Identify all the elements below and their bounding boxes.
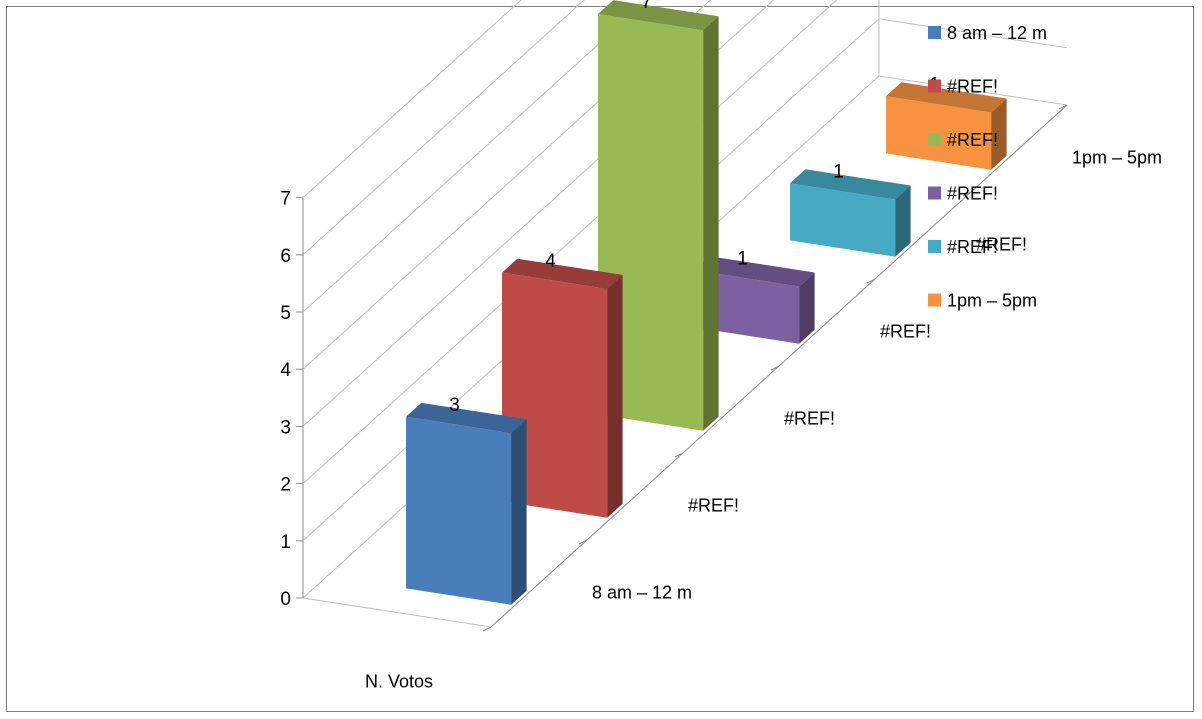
- bar-side: [703, 16, 719, 431]
- legend-swatch: [928, 293, 941, 307]
- legend-label: #REF!: [947, 130, 998, 150]
- legend-swatch: [928, 186, 941, 200]
- gridline: [302, 0, 775, 427]
- data-label: 1: [737, 248, 748, 269]
- bar-top: [790, 169, 911, 200]
- depth-tick: [578, 539, 588, 545]
- bar: [694, 256, 815, 344]
- bar-side: [607, 274, 623, 518]
- legend-label: #REF!: [947, 77, 998, 97]
- legend-item: #REF!: [928, 77, 998, 97]
- legend-label: #REF!: [947, 237, 998, 257]
- y-tick-label: 2: [280, 475, 291, 496]
- depth-tick: [674, 452, 684, 458]
- bar: [406, 402, 527, 605]
- depth-axis-label: #REF!: [784, 409, 835, 429]
- legend-item: #REF!: [928, 184, 998, 204]
- y-tick-label: 7: [280, 189, 291, 210]
- y-tick-label: 1: [280, 532, 291, 553]
- gridline: [302, 0, 649, 313]
- y-tick-label: 0: [280, 589, 291, 610]
- data-label: 4: [545, 251, 556, 272]
- legend-label: 1pm – 5pm: [947, 291, 1037, 311]
- category-label: N. Votos: [365, 672, 433, 692]
- y-tick-label: 4: [280, 360, 291, 381]
- bar: [598, 0, 719, 431]
- bar-side: [895, 185, 911, 257]
- bar: [502, 258, 623, 518]
- legend-swatch: [928, 79, 941, 93]
- legend-item: 1pm – 5pm: [928, 291, 1037, 311]
- bar-side: [511, 419, 527, 605]
- category-axis: [302, 597, 492, 628]
- depth-axis-label: 1pm – 5pm: [1072, 148, 1162, 168]
- data-label: 1: [833, 161, 844, 182]
- bar-top: [694, 256, 815, 287]
- bar-top: [598, 0, 719, 31]
- bar: [886, 82, 1007, 170]
- bar-side: [991, 98, 1007, 170]
- bar-side: [799, 272, 815, 344]
- y-tick-label: 6: [280, 246, 291, 267]
- gridline: [302, 0, 838, 484]
- depth-axis-label: #REF!: [880, 322, 931, 342]
- bar-front: [886, 96, 992, 170]
- legend-item: 8 am – 12 m: [928, 23, 1047, 43]
- bar-top: [502, 258, 623, 289]
- bar: [790, 169, 911, 257]
- legend-swatch: [928, 240, 941, 253]
- bar-front: [694, 270, 800, 344]
- depth-tick: [770, 365, 780, 371]
- axes: [296, 104, 1068, 632]
- bar-front: [406, 416, 512, 605]
- data-label: 3: [449, 395, 460, 416]
- data-label: 7: [641, 0, 652, 13]
- legend-label: #REF!: [947, 184, 998, 204]
- depth-tick: [866, 278, 876, 284]
- legend-swatch: [928, 133, 941, 146]
- legend-label: 8 am – 12 m: [947, 23, 1047, 43]
- depth-tick: [482, 626, 492, 632]
- depth-tick: [1058, 104, 1068, 110]
- legend-item: #REF!: [928, 130, 998, 150]
- depth-tick: [962, 191, 972, 197]
- bar-front: [790, 183, 896, 257]
- y-tick-label: 3: [280, 417, 291, 438]
- bar-top: [406, 402, 527, 434]
- bar-front: [598, 14, 704, 431]
- bars: [406, 0, 1007, 605]
- y-tick-label: 5: [280, 303, 291, 324]
- depth-axis-label: #REF!: [976, 235, 1027, 255]
- depth-axis-label: #REF!: [688, 496, 739, 516]
- gridline: [302, 0, 585, 256]
- legend: 8 am – 12 m#REF!#REF!#REF!#REF!1pm – 5pm: [928, 23, 1047, 311]
- gridline: [302, 0, 712, 370]
- bar-top: [886, 82, 1007, 113]
- depth-axis-label: 8 am – 12 m: [592, 583, 692, 603]
- gridline: [302, 0, 522, 198]
- bar-front: [502, 272, 608, 518]
- legend-swatch: [928, 26, 941, 39]
- legend-item: #REF!: [928, 237, 998, 257]
